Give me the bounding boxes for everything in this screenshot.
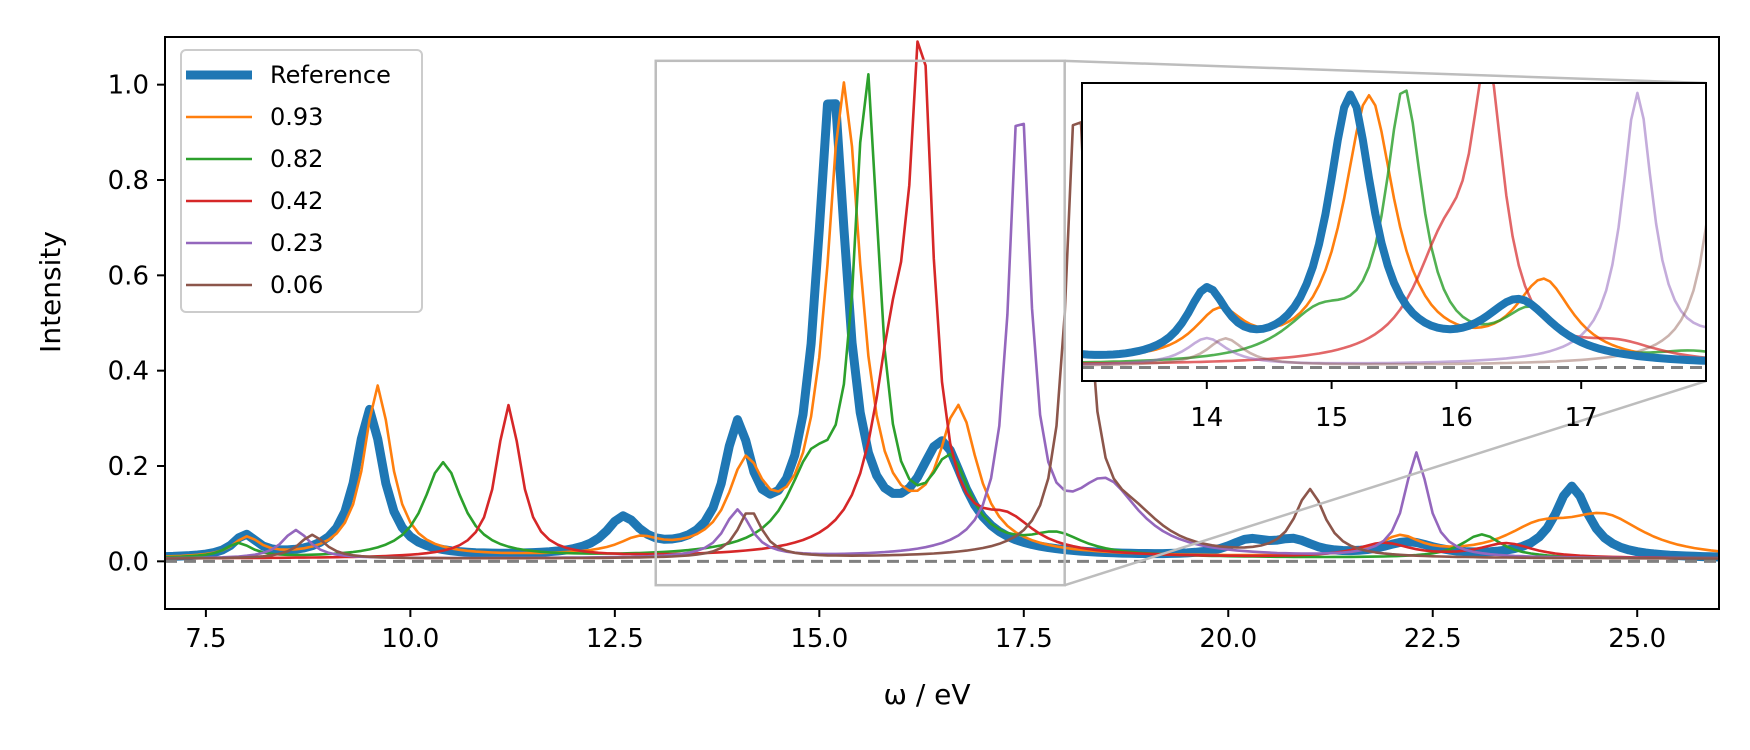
y-tick-label: 0.6 <box>108 261 149 291</box>
series-line-0-42 <box>165 40 1719 560</box>
x-tick-label: 17.5 <box>995 624 1053 654</box>
x-tick-label: 25.0 <box>1608 624 1666 654</box>
y-tick-label: 0.4 <box>108 357 149 387</box>
y-tick-label: 1.0 <box>108 71 149 101</box>
legend-label: Reference <box>270 61 391 89</box>
x-tick-label: 12.5 <box>586 624 644 654</box>
series-line-0-06 <box>165 121 1719 560</box>
legend-label: 0.06 <box>270 271 323 299</box>
main-plot: 7.5 10.0 12.5 15.0 17.5 20.0 22.5 25.0 0.0 0.2 0.4… <box>108 36 1720 654</box>
legend-label: 0.93 <box>270 103 323 131</box>
x-tick-label: 15.0 <box>790 624 848 654</box>
y-axis-label: Intensity <box>34 231 67 353</box>
y-tick-label: 0.0 <box>108 547 149 577</box>
x-tick-label: 20.0 <box>1199 624 1257 654</box>
inset-series-line-0-23 <box>1082 91 1706 366</box>
series-line-0-82 <box>165 73 1719 560</box>
inset-x-tick-label: 15 <box>1315 403 1348 433</box>
zoom-connector-top <box>1064 59 1707 85</box>
legend-box <box>180 49 423 313</box>
inset-x-tick-label: 14 <box>1190 403 1223 433</box>
inset-series-line-0-42 <box>1082 83 1706 365</box>
zoom-connector-bottom <box>1064 379 1707 587</box>
inset-series-line-0-93 <box>1082 94 1706 362</box>
legend: Reference 0.93 0.82 0.42 0.23 0.06 <box>180 49 423 313</box>
main-axes-frame <box>164 36 1720 610</box>
inset-series-group <box>1082 83 1706 367</box>
y-tick-label: 0.8 <box>108 166 149 196</box>
legend-label: 0.82 <box>270 145 323 173</box>
inset-axes-frame <box>1081 82 1707 382</box>
zoom-region-box <box>654 59 1066 587</box>
zoom-inset: 14 15 16 17 <box>1081 82 1707 433</box>
inset-series-line-0-06 <box>1082 216 1706 367</box>
inset-series-line-reference <box>1082 90 1706 365</box>
x-tick-label: 22.5 <box>1404 624 1462 654</box>
y-tick-label: 0.2 <box>108 452 149 482</box>
x-tick-label: 10.0 <box>381 624 439 654</box>
x-axis-label: ω / eV <box>883 678 970 711</box>
x-tick-label: 7.5 <box>185 624 226 654</box>
inset-x-tick-label: 16 <box>1440 403 1473 433</box>
series-line-0-93 <box>165 81 1719 558</box>
inset-x-tick-label: 17 <box>1565 403 1598 433</box>
legend-label: 0.23 <box>270 229 323 257</box>
legend-label: 0.42 <box>270 187 323 215</box>
main-series-group <box>165 40 1719 562</box>
